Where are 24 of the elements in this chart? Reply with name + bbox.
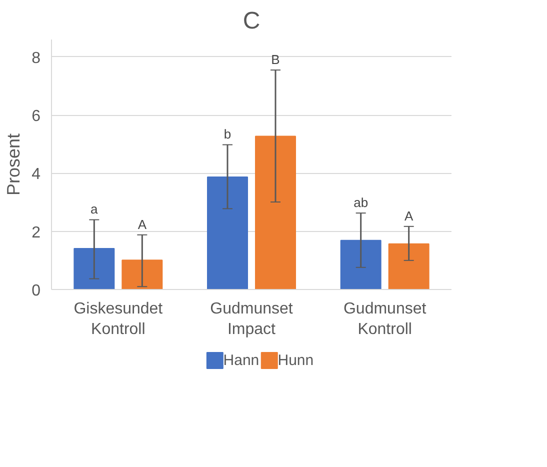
annotation: ab	[354, 195, 368, 210]
bar	[388, 243, 430, 290]
legend-label: Hunn	[278, 352, 314, 369]
bar	[255, 136, 296, 290]
bar	[122, 260, 163, 290]
x-tick-label: Gudmunset Kontroll	[343, 300, 427, 338]
bar	[340, 240, 382, 290]
annotation: B	[271, 52, 280, 68]
y-tick-label: 0	[32, 282, 41, 300]
annotation: b	[224, 126, 232, 142]
y-tick-label: 6	[32, 108, 41, 126]
annotation: A	[404, 208, 414, 224]
x-tick-label: Giskesundet Kontroll	[74, 300, 164, 338]
bar	[207, 176, 248, 290]
annotation: A	[138, 216, 147, 232]
chart-title: C	[242, 8, 260, 34]
y-tick-label: 2	[32, 224, 41, 242]
bar	[74, 248, 115, 290]
x-tick-label: Gudmunset Impact	[210, 300, 294, 338]
legend-label: Hann	[223, 352, 260, 369]
y-axis-title: Prosent	[4, 133, 24, 196]
annotation: a	[90, 202, 99, 217]
y-tick-label: 8	[32, 50, 41, 67]
y-tick-label: 4	[32, 166, 41, 184]
